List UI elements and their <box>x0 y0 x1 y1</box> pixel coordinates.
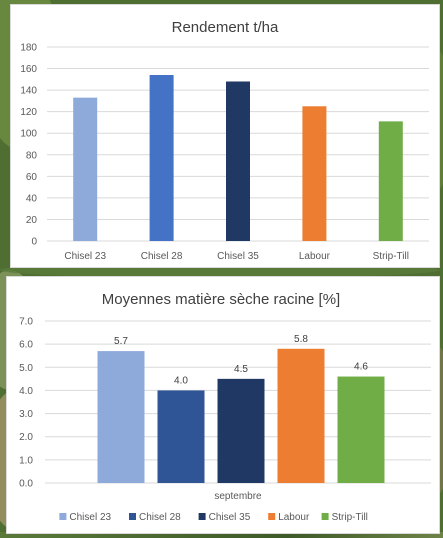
legend-swatch <box>198 513 206 520</box>
legend-label: Labour <box>278 512 310 523</box>
x-tick-label: Labour <box>299 251 331 262</box>
legend-label: Chisel 23 <box>69 512 111 523</box>
chart-title: Rendement t/ha <box>172 19 279 36</box>
y-tick-label: 80 <box>26 150 38 161</box>
bar <box>337 376 385 483</box>
y-tick-label: 0.0 <box>19 479 33 490</box>
chart-rendement: Rendement t/ha 0 20 40 60 80 100 120 140 160 180 Ch… <box>20 19 429 262</box>
legend-label: Chisel 35 <box>209 512 251 523</box>
chart-title: Moyennes matière sèche racine [%] <box>102 291 340 308</box>
y-tick-label: 180 <box>20 43 37 54</box>
x-tick-label: Chisel 23 <box>64 251 106 262</box>
y-tick-label: 140 <box>20 86 37 97</box>
chart-matiere-seche: Moyennes matière sèche racine [%] 0.0 1.0 2… <box>19 291 431 523</box>
legend-label: Chisel 28 <box>139 512 181 523</box>
bar <box>217 378 265 483</box>
y-tick-label: 60 <box>26 172 38 183</box>
legend-swatch <box>129 513 136 520</box>
data-label: 5.7 <box>114 336 128 347</box>
bar <box>157 390 205 483</box>
y-tick-label: 5.0 <box>19 363 33 374</box>
x-tick-label: septembre <box>214 491 262 502</box>
legend-swatch <box>268 513 276 520</box>
y-tick-label: 20 <box>26 215 38 226</box>
y-tick-label: 4.0 <box>19 386 33 397</box>
y-tick-label: 160 <box>20 64 37 75</box>
y-tick-label: 7.0 <box>19 317 33 328</box>
bar <box>302 106 327 242</box>
legend-swatch <box>59 513 67 520</box>
y-tick-label: 0 <box>31 237 37 248</box>
x-tick-label: Chisel 28 <box>141 251 183 262</box>
chart-panel-matiere-seche: Moyennes matière sèche racine [%] 0.0 1.0 2… <box>6 276 440 534</box>
y-tick-label: 1.0 <box>19 455 33 466</box>
bar <box>277 348 325 483</box>
y-tick-label: 6.0 <box>19 340 33 351</box>
bar <box>73 97 98 242</box>
x-tick-label: Strip-Till <box>373 251 409 262</box>
y-tick-label: 120 <box>20 107 37 118</box>
bar <box>226 81 250 241</box>
legend-label: Strip-Till <box>332 512 368 523</box>
legend-swatch <box>321 513 329 520</box>
bar <box>378 121 403 241</box>
y-tick-label: 2.0 <box>19 432 33 443</box>
chart-panel-rendement: Rendement t/ha 0 20 40 60 80 100 120 140 160 180 Ch… <box>10 4 440 268</box>
y-tick-label: 3.0 <box>19 409 33 420</box>
bar <box>97 351 145 483</box>
data-label: 4.5 <box>234 364 248 375</box>
data-label: 4.6 <box>354 362 368 373</box>
y-tick-label: 100 <box>20 129 37 140</box>
data-label: 4.0 <box>174 375 188 386</box>
data-label: 5.8 <box>294 334 308 345</box>
y-tick-label: 40 <box>26 193 38 204</box>
x-tick-label: Chisel 35 <box>217 251 259 262</box>
bar <box>149 75 174 242</box>
